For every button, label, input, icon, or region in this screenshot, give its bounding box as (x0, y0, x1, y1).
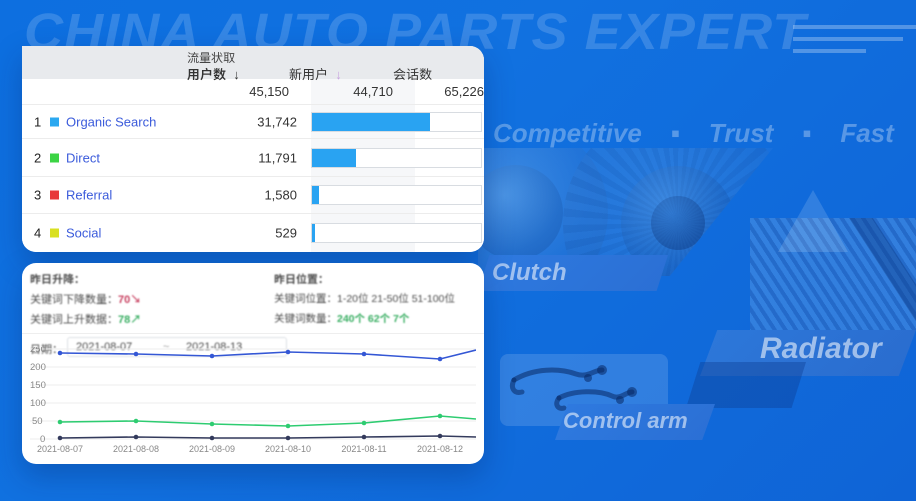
svg-text:100: 100 (30, 398, 46, 409)
svg-text:2021-08-12: 2021-08-12 (417, 444, 463, 454)
svg-text:200: 200 (30, 362, 46, 373)
svg-text:2021-08-08: 2021-08-08 (113, 444, 159, 454)
svg-text:2021-08-11: 2021-08-11 (341, 444, 386, 454)
svg-text:250: 250 (30, 347, 46, 355)
svg-text:2021-08-10: 2021-08-10 (265, 444, 311, 454)
svg-text:150: 150 (30, 380, 46, 391)
svg-text:2021-08-09: 2021-08-09 (189, 444, 235, 454)
svg-text:50: 50 (32, 416, 43, 427)
svg-text:2021-08-07: 2021-08-07 (37, 444, 83, 454)
